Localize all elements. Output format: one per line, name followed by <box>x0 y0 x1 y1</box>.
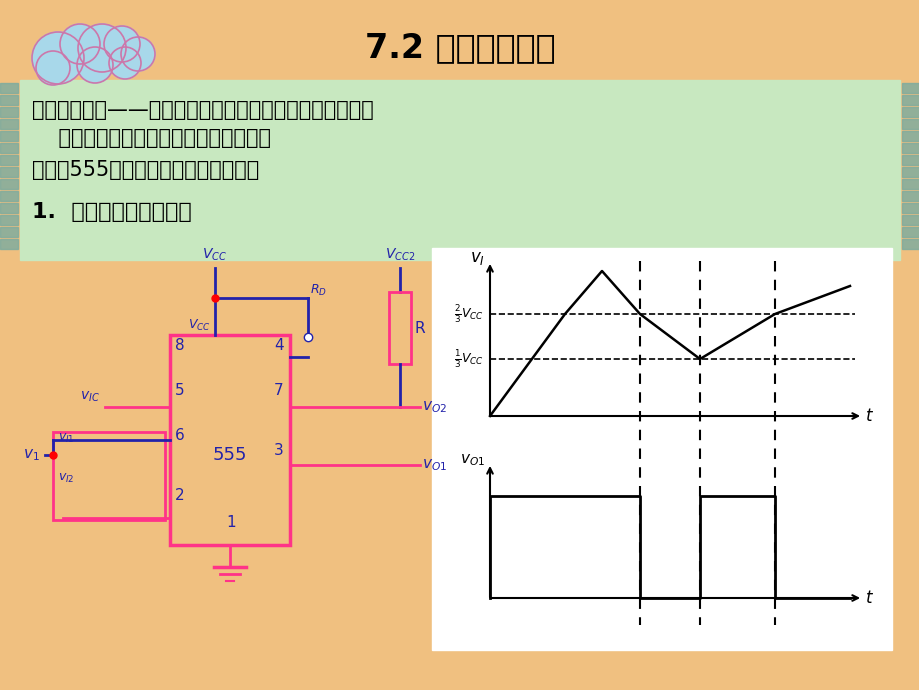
Text: $t$: $t$ <box>864 589 873 607</box>
Bar <box>0 95 18 105</box>
Text: 一．用555定时器构成的施密特触发器: 一．用555定时器构成的施密特触发器 <box>32 160 259 180</box>
Bar <box>901 155 919 165</box>
Text: 1: 1 <box>226 515 235 530</box>
Bar <box>901 131 919 141</box>
Text: 555: 555 <box>212 446 247 464</box>
Bar <box>53 432 165 520</box>
Circle shape <box>32 32 84 84</box>
Text: $V_{CC2}$: $V_{CC2}$ <box>384 246 414 263</box>
Text: $v_{O2}$: $v_{O2}$ <box>422 399 447 415</box>
Text: $v_1$: $v_1$ <box>23 447 40 463</box>
Bar <box>901 215 919 225</box>
Text: 7.2 施密特触发器: 7.2 施密特触发器 <box>364 32 555 64</box>
Circle shape <box>60 24 100 64</box>
Text: 施密特触发器——具有回差电压特性，能将边沿变化缓慢的: 施密特触发器——具有回差电压特性，能将边沿变化缓慢的 <box>32 100 373 120</box>
Text: 1.  电路组成及工作原理: 1. 电路组成及工作原理 <box>32 202 191 222</box>
Text: $R_D$: $R_D$ <box>310 282 326 297</box>
Bar <box>170 335 289 545</box>
Circle shape <box>108 47 141 79</box>
Text: $v_{IC}$: $v_{IC}$ <box>80 390 100 404</box>
Bar <box>0 227 18 237</box>
Bar <box>0 107 18 117</box>
Text: $V_{CC}$: $V_{CC}$ <box>202 246 227 263</box>
Bar <box>0 239 18 249</box>
Bar <box>0 83 18 93</box>
Text: $\frac{1}{3}V_{CC}$: $\frac{1}{3}V_{CC}$ <box>454 348 483 370</box>
Bar <box>432 248 891 650</box>
Bar <box>0 191 18 201</box>
Bar <box>0 167 18 177</box>
Bar <box>901 143 919 153</box>
Circle shape <box>77 47 113 83</box>
Text: 6: 6 <box>175 428 185 443</box>
Text: $V_{CC}$: $V_{CC}$ <box>187 317 210 333</box>
Bar <box>901 83 919 93</box>
Text: 8: 8 <box>175 338 185 353</box>
Bar <box>901 167 919 177</box>
Bar <box>0 179 18 189</box>
Circle shape <box>78 24 126 72</box>
Text: $v_{I2}$: $v_{I2}$ <box>58 471 74 484</box>
Bar <box>901 95 919 105</box>
Text: R: R <box>414 320 425 335</box>
Text: 5: 5 <box>175 383 185 398</box>
Text: 4: 4 <box>274 338 283 353</box>
Bar <box>901 179 919 189</box>
Bar <box>0 131 18 141</box>
Text: $v_{O1}$: $v_{O1}$ <box>422 457 447 473</box>
Bar <box>901 227 919 237</box>
Text: $v_{I1}$: $v_{I1}$ <box>58 431 74 444</box>
Text: 3: 3 <box>274 443 283 458</box>
Bar <box>0 143 18 153</box>
Circle shape <box>104 26 140 62</box>
Text: 7: 7 <box>274 383 283 398</box>
Bar <box>901 239 919 249</box>
Circle shape <box>121 37 154 71</box>
Circle shape <box>36 51 70 85</box>
Bar <box>0 119 18 129</box>
Bar <box>0 215 18 225</box>
Bar <box>0 203 18 213</box>
Text: $\frac{2}{3}V_{CC}$: $\frac{2}{3}V_{CC}$ <box>454 303 483 325</box>
Text: $v_{O1}$: $v_{O1}$ <box>460 452 484 468</box>
Bar <box>901 203 919 213</box>
Bar <box>0 155 18 165</box>
Bar <box>389 292 411 364</box>
Text: 2: 2 <box>175 488 185 503</box>
Bar <box>20 80 899 260</box>
Bar <box>901 119 919 129</box>
Bar <box>901 107 919 117</box>
Text: 电压波形整形为边沿陡峭的矩形脉冲。: 电压波形整形为边沿陡峭的矩形脉冲。 <box>32 128 271 148</box>
Bar <box>901 191 919 201</box>
Text: $t$: $t$ <box>864 407 873 425</box>
Text: $v_I$: $v_I$ <box>470 249 484 267</box>
